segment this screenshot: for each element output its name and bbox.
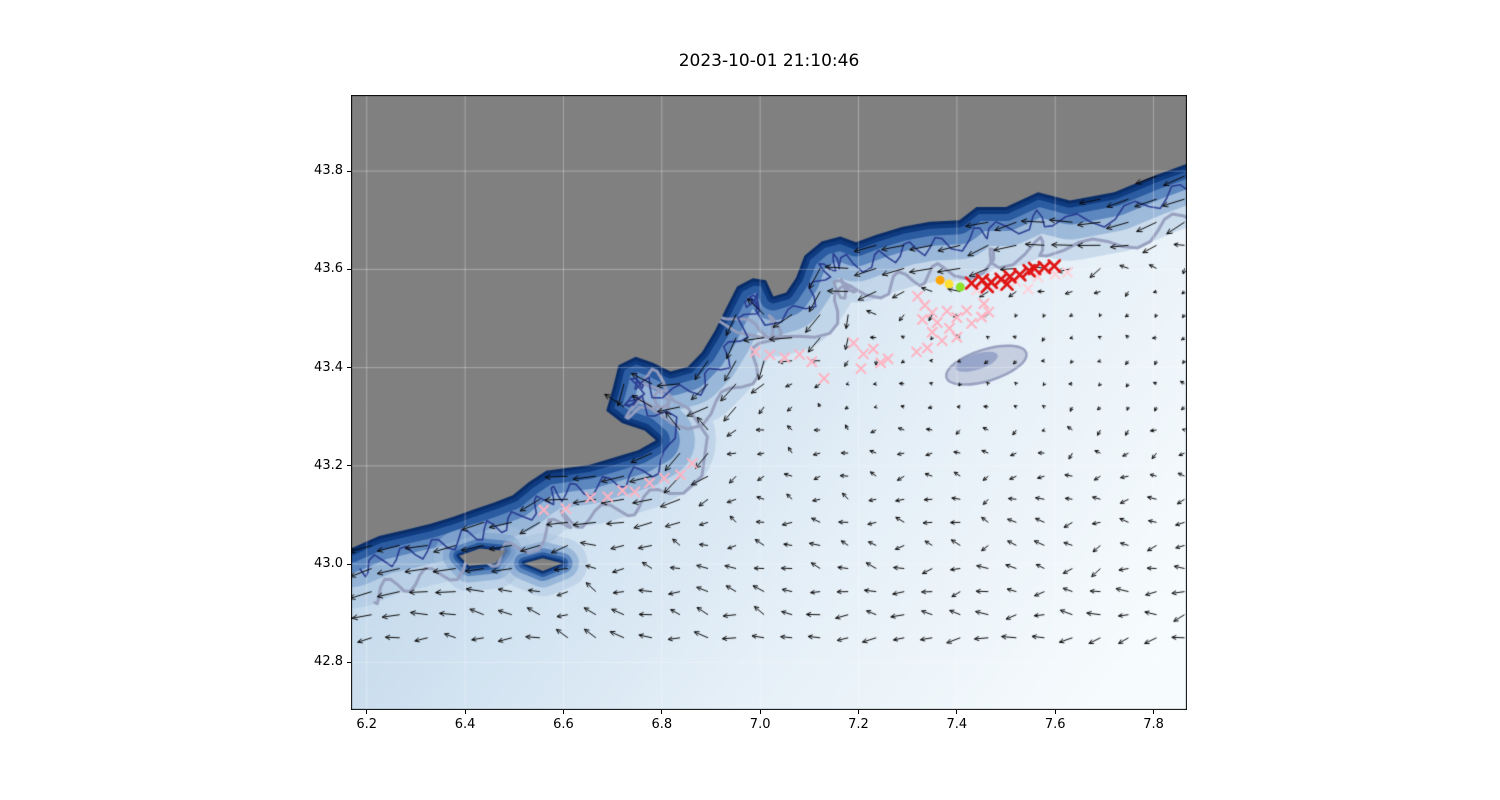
- x-tick-label: 7.2: [848, 717, 869, 732]
- x-tick-label: 7.0: [749, 717, 771, 732]
- x-tick-label: 7.6: [1044, 717, 1066, 732]
- x-tick-label: 6.2: [356, 717, 378, 732]
- y-tick-label: 43.2: [314, 457, 343, 473]
- x-tick-mark: [858, 710, 859, 714]
- x-tick-label: 7.4: [946, 717, 968, 732]
- x-tick-mark: [562, 710, 564, 714]
- x-tick-mark: [1153, 710, 1155, 714]
- plot-title: 2023-10-01 21:10:46: [678, 51, 860, 71]
- x-tick-label: 6.6: [553, 717, 574, 732]
- x-tick-mark: [464, 710, 466, 714]
- y-tick-label: 43.4: [314, 359, 343, 375]
- x-tick-mark: [366, 710, 368, 714]
- x-tick-label: 6.8: [651, 717, 673, 732]
- x-tick-label: 7.8: [1143, 717, 1164, 732]
- y-tick-mark: [347, 661, 351, 663]
- y-tick-label: 43.0: [314, 556, 343, 572]
- x-tick-mark: [759, 710, 761, 714]
- x-tick-mark: [956, 710, 958, 714]
- x-tick-mark: [1054, 710, 1056, 714]
- y-tick-label: 43.8: [314, 163, 343, 179]
- y-tick-label: 43.6: [314, 261, 343, 277]
- y-tick-mark: [347, 170, 351, 172]
- x-tick-label: 6.4: [454, 717, 476, 732]
- plot-area: [351, 95, 1187, 710]
- x-tick-mark: [661, 710, 663, 714]
- y-tick-mark: [347, 563, 351, 565]
- y-tick-label: 42.8: [314, 654, 343, 670]
- map-canvas: [351, 95, 1187, 710]
- y-tick-mark: [347, 367, 351, 369]
- y-tick-mark: [347, 268, 351, 270]
- y-tick-mark: [347, 465, 351, 467]
